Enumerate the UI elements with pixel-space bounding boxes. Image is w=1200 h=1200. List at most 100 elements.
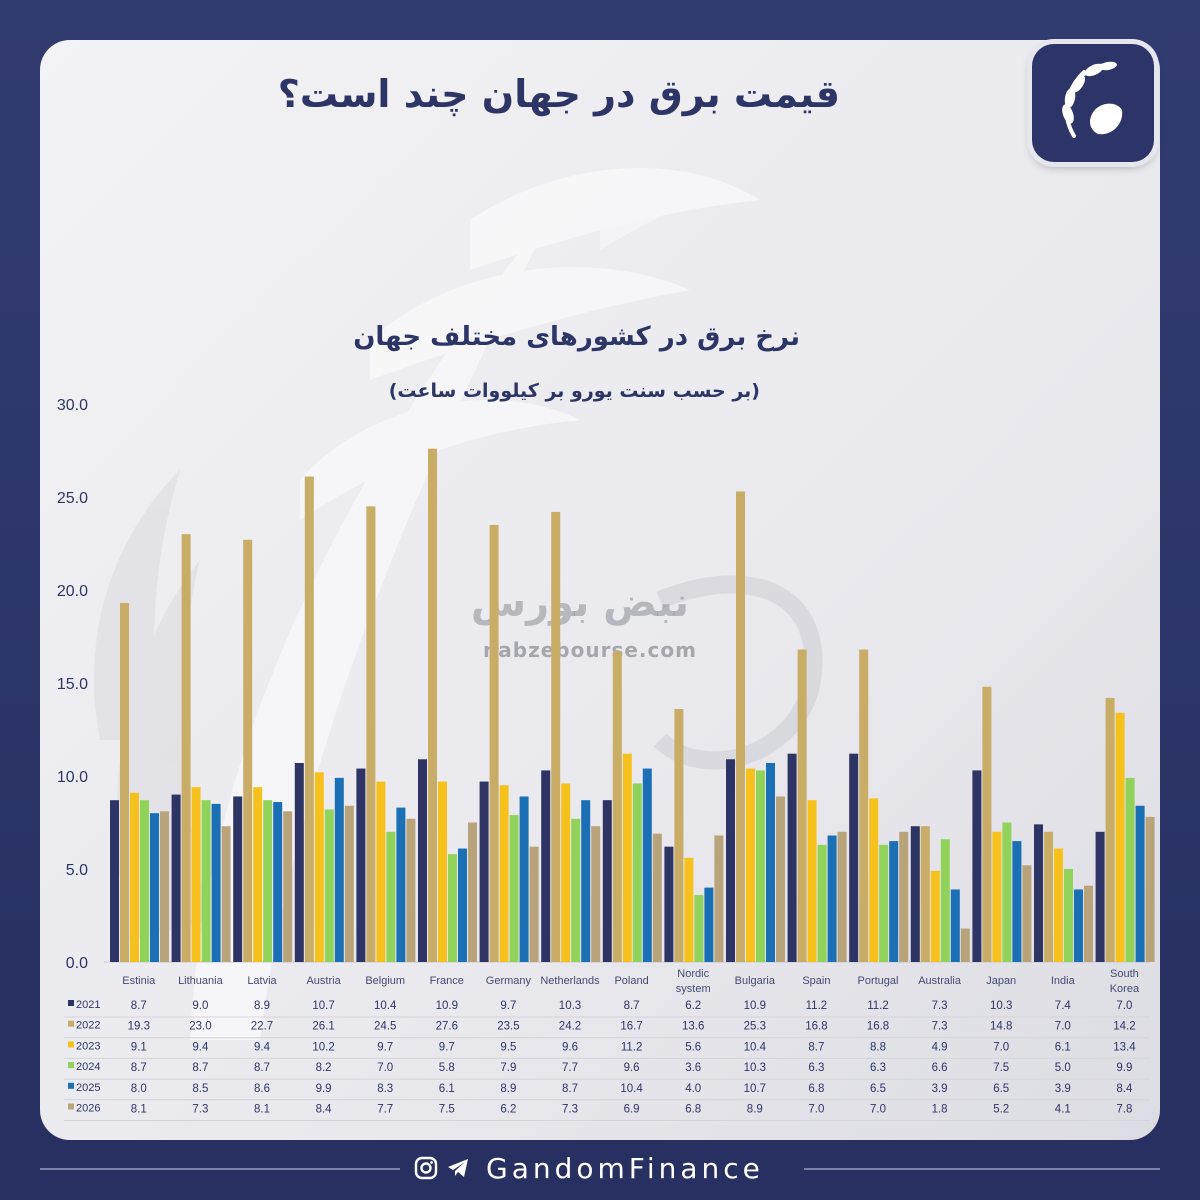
table-cell: 26.1 [312, 1021, 334, 1033]
bar [428, 448, 437, 962]
bar [571, 818, 581, 962]
bar [930, 870, 940, 962]
bar [849, 753, 859, 962]
bar [551, 511, 561, 962]
bar [386, 831, 396, 962]
table-cell: 8.7 [624, 1000, 640, 1012]
bar [366, 506, 376, 962]
bar [529, 846, 539, 962]
table-cell: 8.9 [747, 1104, 763, 1116]
table-cell: 9.7 [377, 1041, 393, 1053]
table-cell: 8.7 [562, 1083, 578, 1095]
category-label: Nordic [677, 968, 709, 980]
bar [1054, 848, 1063, 962]
bar [314, 772, 324, 962]
bar [468, 822, 477, 962]
table-cell: 7.0 [377, 1062, 393, 1074]
bar [263, 800, 273, 962]
bar [1095, 831, 1105, 962]
bar [273, 802, 283, 962]
table-cell: 8.8 [870, 1041, 886, 1053]
bar [334, 777, 344, 962]
table-cell: 7.3 [192, 1104, 208, 1116]
category-label: Germany [486, 975, 532, 987]
legend-label: 2021 [76, 999, 100, 1011]
table-cell: 7.0 [1116, 1000, 1132, 1012]
bar [950, 889, 960, 962]
table-cell: 10.9 [744, 1000, 766, 1012]
legend-swatch [68, 1062, 74, 1069]
table-cell: 7.8 [1116, 1104, 1132, 1116]
table-cell: 6.8 [685, 1104, 701, 1116]
instagram-icon[interactable] [414, 1156, 438, 1180]
category-label: Belgium [365, 975, 405, 987]
y-tick-label: 0.0 [66, 955, 88, 972]
table-cell: 13.4 [1113, 1041, 1136, 1053]
bar [869, 798, 879, 962]
table-cell: 8.7 [192, 1062, 208, 1074]
table-cell: 10.4 [744, 1041, 767, 1053]
bar [150, 813, 159, 962]
table-cell: 9.9 [316, 1083, 332, 1095]
table-cell: 16.7 [620, 1021, 642, 1033]
telegram-icon[interactable] [446, 1156, 470, 1180]
bar [418, 759, 427, 962]
bar [1084, 885, 1093, 962]
y-tick-label: 5.0 [66, 862, 88, 879]
bar [171, 794, 181, 962]
footer-line-right [804, 1168, 1160, 1170]
table-cell: 9.7 [439, 1041, 455, 1053]
bar [1022, 865, 1032, 962]
category-label: system [676, 983, 711, 995]
table-cell: 10.4 [374, 1000, 397, 1012]
table-cell: 6.3 [808, 1062, 824, 1074]
bar [304, 476, 314, 962]
bar [992, 831, 1002, 962]
table-cell: 27.6 [436, 1021, 458, 1033]
bar [581, 800, 591, 962]
table-cell: 10.9 [436, 1000, 458, 1012]
legend-swatch [68, 1082, 74, 1089]
table-cell: 3.9 [932, 1083, 948, 1095]
table-cell: 25.3 [744, 1021, 766, 1033]
legend-swatch [68, 1041, 74, 1048]
table-cell: 13.6 [682, 1021, 704, 1033]
table-cell: 8.7 [254, 1062, 270, 1074]
bar [960, 928, 970, 962]
bar [191, 787, 201, 962]
page-title: قیمت برق در جهان چند است؟ [277, 72, 840, 116]
table-cell: 8.0 [131, 1083, 147, 1095]
category-label: South [1110, 968, 1139, 980]
table-cell: 7.7 [562, 1062, 578, 1074]
table-cell: 5.0 [1055, 1062, 1071, 1074]
unit-note: (بر حسب سنت یورو بر کیلووات ساعت) [388, 380, 760, 402]
table-cell: 22.7 [251, 1021, 273, 1033]
bar [684, 857, 694, 962]
table-cell: 7.4 [1055, 1000, 1072, 1012]
table-cell: 16.8 [805, 1021, 827, 1033]
legend-swatch [68, 1103, 74, 1110]
bar [674, 709, 684, 962]
table-cell: 9.0 [192, 1000, 208, 1012]
table-cell: 6.5 [993, 1083, 1009, 1095]
table-cell: 8.2 [316, 1062, 332, 1074]
bar [797, 649, 807, 962]
table-cell: 8.6 [254, 1083, 270, 1095]
category-label: Japan [986, 975, 1016, 987]
table-cell: 7.0 [808, 1104, 824, 1116]
legend-label: 2022 [76, 1020, 100, 1032]
footer: GandomFinance [0, 1148, 1200, 1188]
bar [160, 811, 169, 962]
bar [438, 781, 447, 962]
bar [1034, 824, 1043, 962]
table-cell: 5.2 [993, 1104, 1009, 1116]
bar [253, 787, 263, 962]
table-cell: 6.8 [808, 1083, 824, 1095]
bar [356, 768, 366, 962]
watermark-url: nabzebourse.com [483, 638, 697, 662]
table-cell: 10.2 [312, 1041, 334, 1053]
table-cell: 7.9 [500, 1062, 516, 1074]
category-label: France [430, 975, 464, 987]
table-cell: 6.2 [685, 1000, 701, 1012]
table-cell: 24.5 [374, 1021, 396, 1033]
